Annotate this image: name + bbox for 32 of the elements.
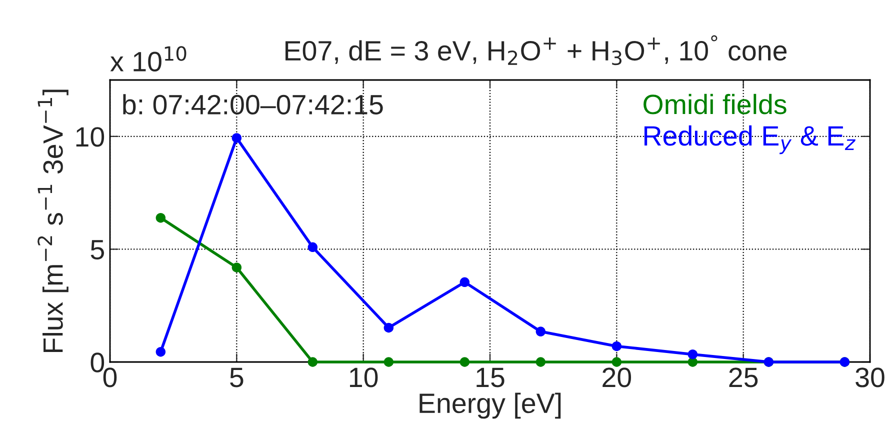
y-tick-label: 0 <box>90 352 104 372</box>
text: Reduced E$_{y}$ & E$_{z}$ <box>644 125 856 154</box>
point <box>688 349 698 360</box>
point <box>536 357 546 367</box>
x-tick-label: 30 <box>856 368 884 388</box>
y-axis-title: Flux [m$^{−2}$ s$^{−1}$ 3eV$^{−1}$] <box>38 90 68 352</box>
text: x 10$^{10}$ <box>110 46 186 72</box>
annotation: b: 07:42:00–07:42:15 <box>123 94 383 115</box>
x-axis-title: Energy [eV] <box>420 392 561 419</box>
point <box>536 326 546 336</box>
point <box>308 357 318 367</box>
point <box>384 357 394 367</box>
x-tick-label: 15 <box>476 368 504 388</box>
text: Omidi fields <box>644 94 786 114</box>
x-tick-label: 5 <box>230 368 244 388</box>
x-tick-label: 0 <box>103 368 117 388</box>
x-tick-label: 25 <box>729 368 758 388</box>
point <box>612 357 622 367</box>
point <box>384 322 394 333</box>
chart-title: E07, dE = 3 eV, H$_{2}$O$^{+}$ + H$_{3}$O$^{+}$, 10$^{°}$ cone <box>286 35 787 66</box>
point <box>612 341 622 352</box>
point <box>308 242 318 252</box>
point <box>460 357 470 367</box>
y-tick-label: 10 <box>76 127 104 147</box>
point <box>156 212 166 223</box>
point <box>232 133 242 143</box>
point <box>232 262 242 272</box>
y-tick-label: 5 <box>90 240 104 260</box>
point <box>460 277 470 287</box>
x-tick-label: 10 <box>350 368 378 388</box>
point <box>156 346 166 357</box>
x-tick-label: 20 <box>602 368 632 388</box>
